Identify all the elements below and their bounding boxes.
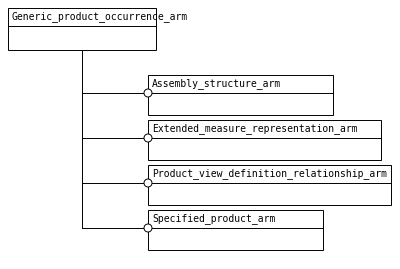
Text: Product_view_definition_relationship_arm: Product_view_definition_relationship_arm	[152, 169, 387, 179]
Bar	[148, 165, 391, 205]
Bar	[148, 210, 323, 250]
Circle shape	[144, 179, 152, 187]
Bar	[8, 8, 156, 50]
Circle shape	[144, 89, 152, 97]
Circle shape	[144, 224, 152, 232]
Bar	[148, 120, 381, 160]
Circle shape	[144, 134, 152, 142]
Text: Extended_measure_representation_arm: Extended_measure_representation_arm	[152, 123, 358, 134]
Bar	[148, 75, 333, 115]
Text: Generic_product_occurrence_arm: Generic_product_occurrence_arm	[12, 12, 188, 22]
Text: Assembly_structure_arm: Assembly_structure_arm	[152, 79, 281, 90]
Text: Specified_product_arm: Specified_product_arm	[152, 214, 275, 224]
